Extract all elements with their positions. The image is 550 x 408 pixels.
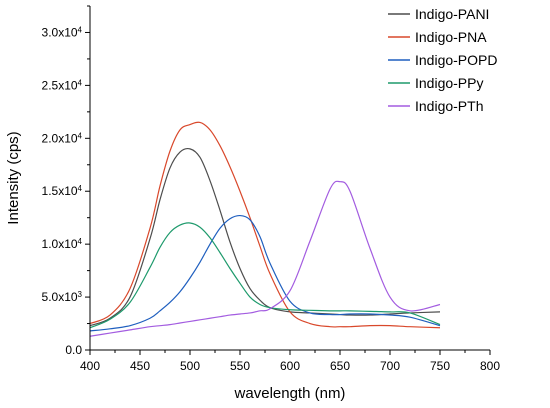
- y-tick-label: 2.0x104: [42, 131, 83, 146]
- series-line-3: [89, 214, 441, 332]
- legend: Indigo-PANI Indigo-PNA Indigo-POPD Indigo-P…: [388, 6, 497, 114]
- y-tick-label: 1.0x104: [42, 237, 83, 252]
- y-tick-label: 1.5x104: [42, 184, 83, 199]
- x-tick-label: 450: [130, 359, 150, 373]
- legend-label-4: Indigo-PPy: [415, 75, 483, 91]
- x-tick-label: 550: [230, 359, 250, 373]
- series-line-4: [89, 222, 441, 329]
- y-tick-label: 0.0: [65, 343, 82, 357]
- x-tick-label: 600: [280, 359, 300, 373]
- x-tick-label: 650: [330, 359, 350, 373]
- x-tick-label: 400: [80, 359, 100, 373]
- legend-label-2: Indigo-PNA: [415, 29, 487, 45]
- y-tick-label: 2.5x104: [42, 78, 83, 93]
- series-line-1: [89, 147, 441, 327]
- y-axis-ticks: 0.0 5.0x103 1.0x104 1.5x104 2.0x104 2.5x104 3.…: [42, 5, 90, 357]
- y-tick-label: 5.0x103: [42, 290, 83, 305]
- legend-label-3: Indigo-POPD: [415, 52, 497, 68]
- x-tick-label: 800: [480, 359, 500, 373]
- x-axis-label: wavelength (nm): [234, 385, 346, 402]
- x-tick-label: 700: [380, 359, 400, 373]
- legend-label-1: Indigo-PANI: [415, 6, 489, 22]
- x-tick-label: 500: [180, 359, 200, 373]
- y-tick-label: 3.0x104: [42, 25, 83, 40]
- plot-lines: [89, 121, 441, 337]
- x-axis-ticks: 400 450 500 550 600 650 700 750 800: [80, 350, 500, 373]
- legend-label-5: Indigo-PTh: [415, 98, 483, 114]
- series-line-2: [89, 121, 441, 329]
- y-axis-label: Intensity (cps): [5, 131, 22, 224]
- series-line-5: [89, 180, 441, 337]
- x-tick-label: 750: [430, 359, 450, 373]
